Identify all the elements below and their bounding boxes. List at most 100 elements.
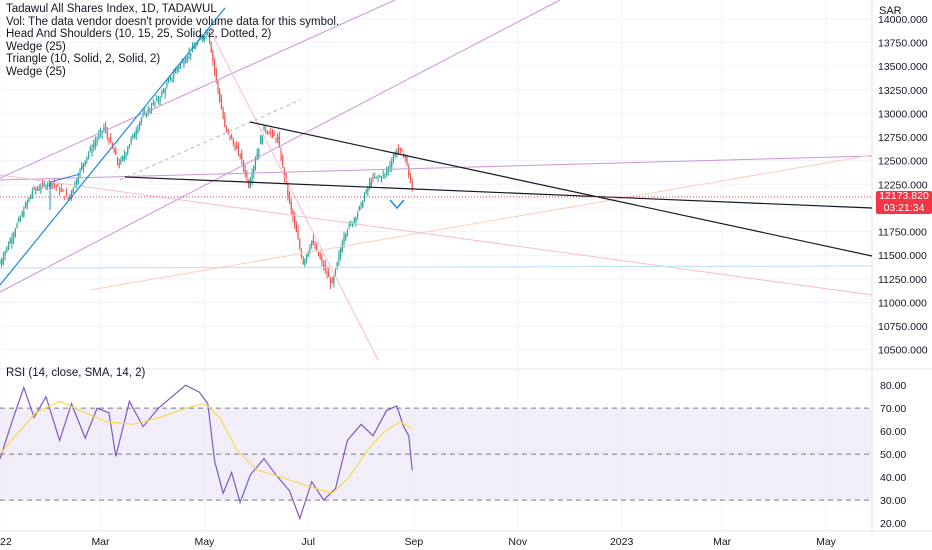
candle-body [328, 272, 330, 277]
candle-body [389, 164, 391, 169]
candle-body [234, 146, 236, 149]
candle-body [110, 136, 112, 143]
candle-body [33, 187, 35, 189]
candle-body [346, 230, 349, 235]
candle-body [386, 171, 388, 175]
candle-body [50, 183, 52, 186]
candle-body [4, 251, 6, 256]
candle-body [31, 191, 33, 196]
candle-body [106, 132, 108, 137]
candle-body [273, 134, 275, 137]
candle-body [13, 234, 15, 239]
candle-body [94, 141, 96, 145]
price-tick-label: 13000.000 [878, 108, 928, 120]
candle-body [161, 92, 163, 95]
candle-body [108, 139, 110, 143]
candle-body [392, 157, 395, 161]
candle-body [43, 183, 45, 185]
candle-body [261, 136, 263, 144]
candle-body [357, 213, 359, 217]
candle-body [104, 125, 107, 131]
candle-body [207, 32, 209, 36]
wedge-lower-line [0, 0, 561, 293]
candle-body [64, 196, 66, 198]
candle-body [24, 204, 27, 208]
candle-body [353, 218, 355, 222]
candle-body [26, 201, 28, 206]
candle-body [394, 152, 396, 156]
candle-body [190, 52, 192, 56]
candle-body [351, 222, 354, 227]
candle-body [316, 245, 318, 251]
candle-body [133, 133, 136, 139]
candle-body [38, 188, 40, 191]
rsi-tick-label: 50.00 [880, 449, 906, 461]
candle-body [375, 176, 377, 178]
time-tick-label: May [816, 536, 837, 548]
candle-body [1, 260, 3, 265]
candle-body [135, 130, 137, 136]
price-tick-label: 10500.000 [878, 345, 928, 357]
candle-body [47, 184, 49, 186]
candle-body [248, 181, 250, 187]
rsi-ma-line [0, 400, 413, 494]
time-tick-label: Jul [302, 536, 315, 548]
currency-label: SAR [879, 5, 902, 17]
rsi-pane: 20.00 30.00 40.00 50.00 60.00 70.00 80.00 [0, 380, 906, 530]
candle-body [174, 70, 177, 73]
candle-body [305, 254, 308, 260]
candle-body [53, 183, 56, 186]
candle-body [28, 197, 30, 202]
candle-body [380, 177, 383, 180]
candle-body [115, 149, 117, 155]
candle-body [322, 263, 325, 268]
price-tick-label: 13750.000 [878, 38, 928, 50]
candle-body [282, 155, 284, 166]
candle-body [374, 177, 376, 179]
price-tick-label: 12750.000 [878, 132, 928, 144]
candle-body [358, 206, 360, 211]
candle-body [40, 187, 42, 190]
candle-body [14, 230, 16, 235]
candle-body [84, 160, 86, 166]
price-tick-label: 10750.000 [878, 321, 928, 333]
candle-body [35, 189, 37, 191]
candle-body [368, 182, 371, 187]
candle-body [295, 224, 297, 233]
candle-body [271, 130, 274, 134]
candle-body [122, 156, 124, 160]
candle-body [367, 187, 369, 192]
candle-body [314, 244, 316, 249]
candle-body [59, 190, 61, 192]
candle-body [363, 195, 366, 200]
candle-body [391, 162, 393, 167]
candle-body [208, 32, 211, 43]
candle-body [212, 51, 214, 62]
candle-body [132, 134, 134, 138]
candle-body [270, 131, 272, 134]
legend-wedge-2: Wedge (25) [6, 65, 66, 78]
candle-body [147, 109, 149, 111]
candle-body [162, 90, 165, 93]
candle-body [278, 136, 280, 147]
candle-body [23, 211, 25, 217]
candle-body [258, 148, 260, 156]
candle-body [348, 224, 350, 227]
candle-body [200, 37, 202, 40]
candle-body [372, 176, 374, 178]
drawings [0, 0, 873, 361]
candle-body [377, 176, 379, 178]
candle-body [70, 191, 73, 197]
candle-body [196, 42, 199, 45]
candle-body [87, 153, 90, 157]
candle-body [120, 159, 122, 163]
candle-body [232, 140, 234, 144]
candle-body [266, 131, 268, 133]
candle-body [166, 83, 168, 87]
candle-body [57, 183, 59, 187]
candle-body [173, 74, 175, 78]
legend-volume: Vol: The data vendor doesn't provide vol… [6, 15, 340, 28]
price-tick-label: 13500.000 [878, 61, 928, 73]
candle-body [321, 257, 323, 262]
